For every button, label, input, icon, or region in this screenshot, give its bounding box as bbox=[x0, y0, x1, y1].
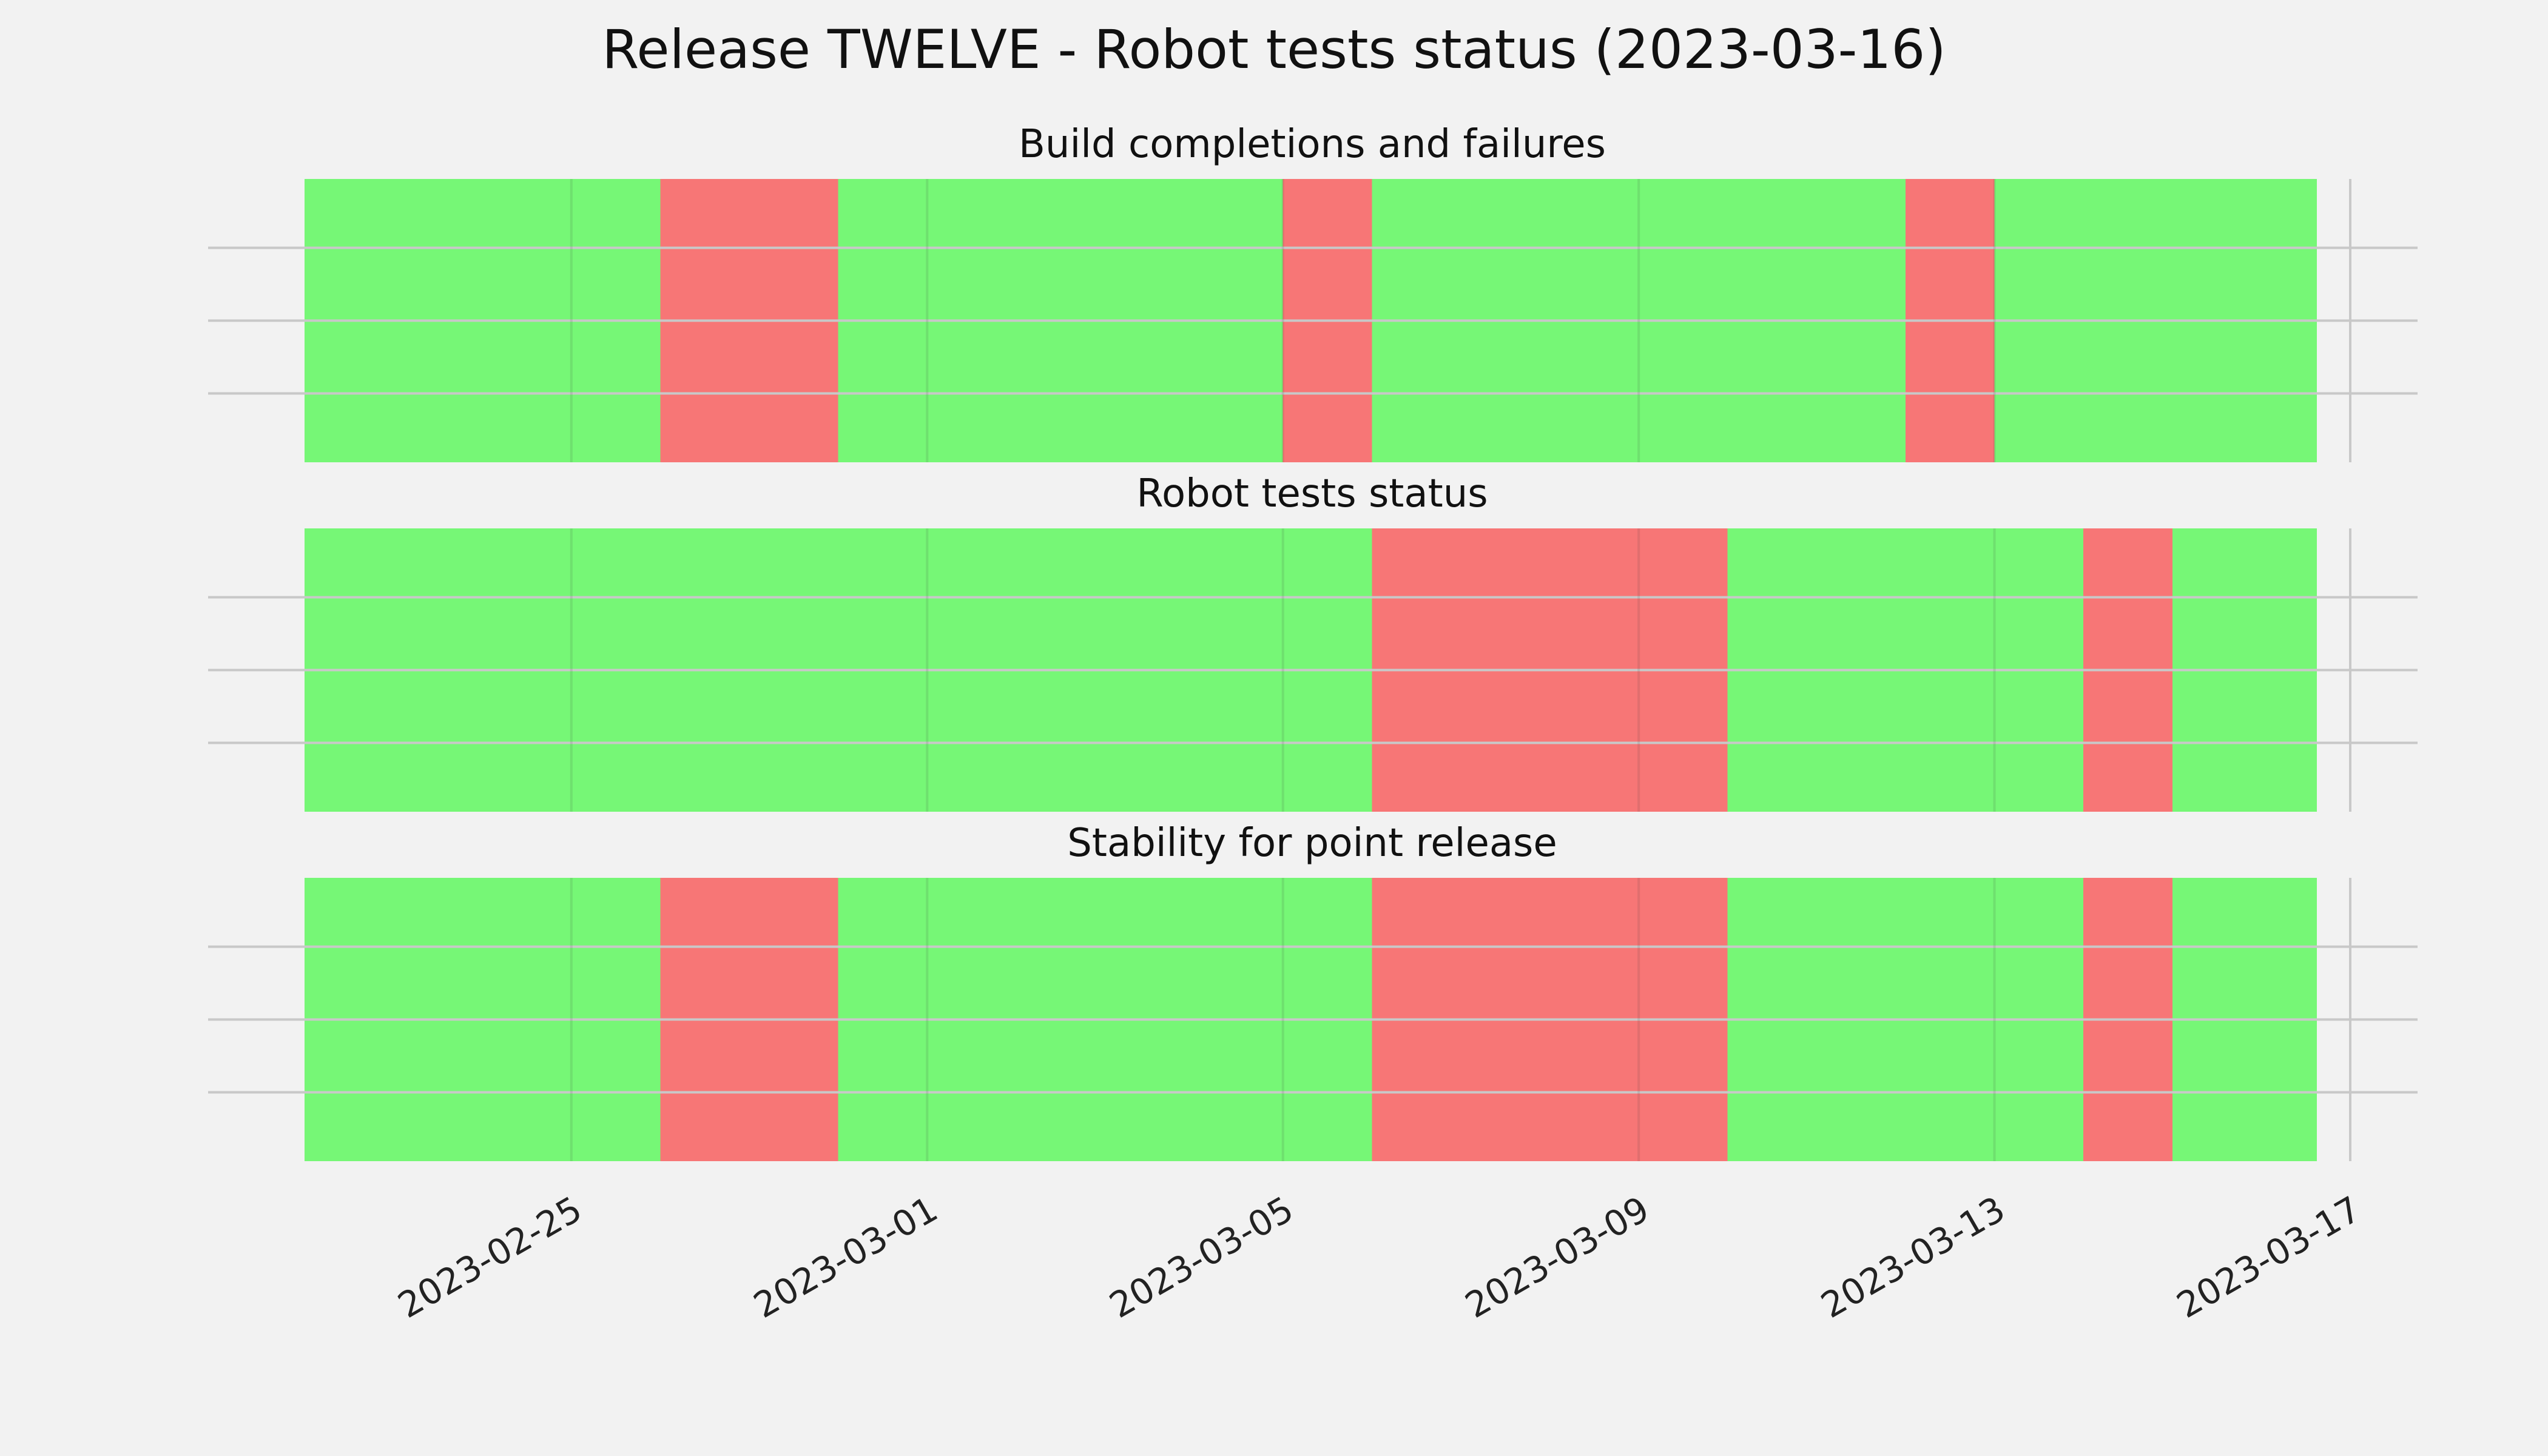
panel-title: Build completions and failures bbox=[1019, 122, 1606, 167]
x-tick-label: 2023-03-01 bbox=[747, 1188, 945, 1326]
x-tick-label: 2023-02-25 bbox=[391, 1188, 589, 1326]
x-tick-label: 2023-03-13 bbox=[1814, 1188, 2012, 1326]
panel-title: Stability for point release bbox=[1067, 821, 1557, 866]
x-tick-label: 2023-03-09 bbox=[1458, 1188, 1656, 1326]
chart-title: Release TWELVE - Robot tests status (202… bbox=[602, 18, 1946, 81]
panel-3: Stability for point release bbox=[208, 821, 2418, 1161]
panel-1: Build completions and failures bbox=[208, 122, 2418, 462]
x-axis: 2023-02-25 2023-03-01 2023-03-05 2023-03-09… bbox=[391, 1188, 2368, 1326]
x-tick-label: 2023-03-17 bbox=[2170, 1188, 2368, 1326]
panels-layer: Build completions and failures Robot test… bbox=[208, 122, 2418, 1161]
x-tick-label: 2023-03-05 bbox=[1102, 1188, 1300, 1326]
panel-2: Robot tests status bbox=[208, 471, 2418, 812]
panel-title: Robot tests status bbox=[1136, 471, 1488, 516]
